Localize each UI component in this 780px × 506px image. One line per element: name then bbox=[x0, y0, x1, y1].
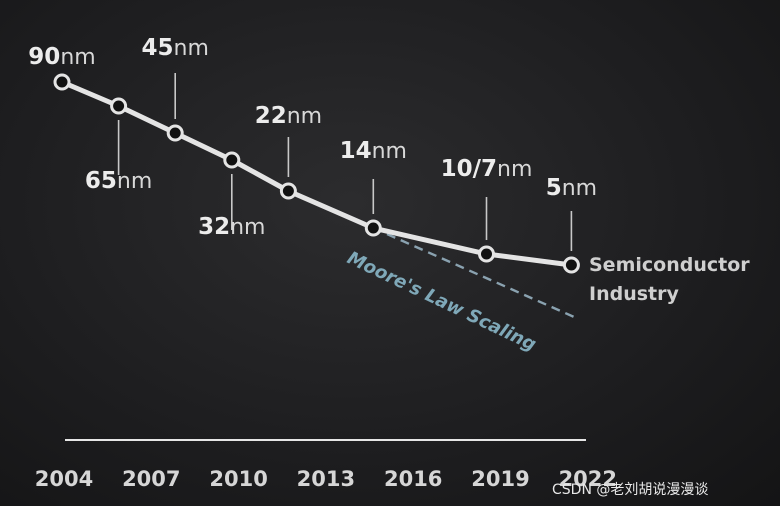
x-tick-label: 2016 bbox=[384, 467, 442, 491]
node-label-number: 32 bbox=[198, 214, 230, 240]
data-point-marker bbox=[110, 97, 128, 115]
moores-law-trend-layer bbox=[372, 226, 577, 320]
node-label: 10/7nm bbox=[441, 156, 533, 182]
node-label-number: 10/7 bbox=[441, 156, 497, 182]
data-point-marker bbox=[166, 124, 184, 142]
node-label-number: 5 bbox=[546, 175, 562, 201]
markers-layer bbox=[53, 73, 580, 274]
node-label: 5nm bbox=[546, 175, 597, 201]
node-label-number: 65 bbox=[85, 168, 117, 194]
series-label-line-2: Industry bbox=[589, 283, 679, 305]
industry-line-layer bbox=[59, 79, 574, 268]
data-point-marker bbox=[279, 182, 297, 200]
x-tick-label: 2019 bbox=[471, 467, 529, 491]
moores-law-label: Moore's Law Scaling bbox=[344, 248, 540, 356]
node-label: 90nm bbox=[28, 44, 95, 70]
node-label: 32nm bbox=[198, 214, 265, 240]
watermark: CSDN @老刘胡说漫漫谈 bbox=[552, 482, 708, 498]
node-label-unit: nm bbox=[230, 215, 265, 240]
node-label-unit: nm bbox=[174, 36, 209, 61]
node-label-number: 22 bbox=[255, 103, 287, 129]
x-tick-label: 2004 bbox=[35, 467, 93, 491]
data-point-marker bbox=[53, 73, 71, 91]
node-label-unit: nm bbox=[287, 104, 322, 129]
node-label: 45nm bbox=[142, 35, 209, 61]
node-label-unit: nm bbox=[562, 176, 597, 201]
series-label-line-1: Semiconductor bbox=[589, 254, 750, 276]
node-label-number: 14 bbox=[340, 138, 372, 164]
moores-law-trend-line bbox=[372, 226, 577, 320]
data-point-marker bbox=[364, 219, 382, 237]
data-point-marker bbox=[223, 151, 241, 169]
node-label-unit: nm bbox=[117, 169, 152, 194]
node-label-unit: nm bbox=[497, 157, 532, 182]
x-tick-labels-layer: 2004 2007 2010 2013 2016 2019 2022 bbox=[35, 467, 617, 491]
node-label: 14nm bbox=[340, 138, 407, 164]
leader-lines-layer bbox=[117, 73, 573, 251]
x-tick-label: 2007 bbox=[122, 467, 180, 491]
x-tick-label: 2022 bbox=[559, 467, 617, 491]
data-point-marker bbox=[478, 245, 495, 263]
node-label: 65nm bbox=[85, 168, 152, 194]
data-point-marker bbox=[562, 256, 580, 274]
industry-series-line bbox=[59, 79, 574, 268]
node-label-number: 90 bbox=[28, 44, 60, 70]
series-label: Semiconductor Industry bbox=[589, 254, 756, 305]
x-tick-label: 2013 bbox=[297, 467, 355, 491]
node-label-number: 45 bbox=[142, 35, 174, 61]
node-label: 22nm bbox=[255, 103, 322, 129]
node-label-unit: nm bbox=[372, 139, 407, 164]
x-tick-label: 2010 bbox=[209, 467, 267, 491]
node-label-unit: nm bbox=[60, 45, 95, 70]
